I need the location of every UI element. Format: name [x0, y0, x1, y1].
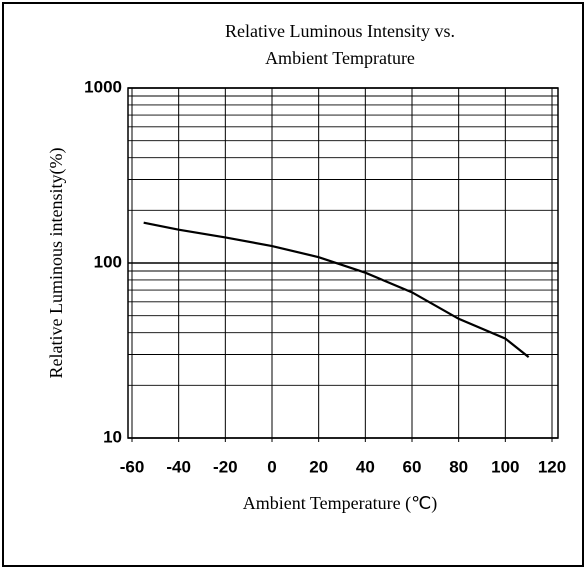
frame	[2, 2, 584, 567]
x-tick-label: 100	[491, 457, 519, 476]
y-axis-title: Relative Luminous intensity(%)	[46, 148, 67, 379]
y-tick-label: 100	[94, 252, 122, 271]
x-tick-label: 20	[309, 457, 328, 476]
plot-area	[127, 87, 559, 439]
chart-title: Ambient Temprature	[265, 48, 415, 68]
x-tick-label: -20	[213, 457, 238, 476]
x-tick-label: 60	[403, 457, 422, 476]
y-tick-label: 1000	[84, 77, 122, 96]
x-tick-label: -40	[166, 457, 191, 476]
x-tick-label: 120	[538, 457, 566, 476]
x-tick-label: 40	[356, 457, 375, 476]
x-tick-label: 80	[449, 457, 468, 476]
x-axis-title: Ambient Temperature (℃)	[243, 493, 438, 514]
y-tick-label: 10	[103, 427, 122, 446]
chart-title: Relative Luminous Intensity vs.	[225, 21, 455, 41]
x-tick-label: -60	[120, 457, 145, 476]
x-tick-label: 0	[267, 457, 276, 476]
data-line	[143, 221, 530, 358]
